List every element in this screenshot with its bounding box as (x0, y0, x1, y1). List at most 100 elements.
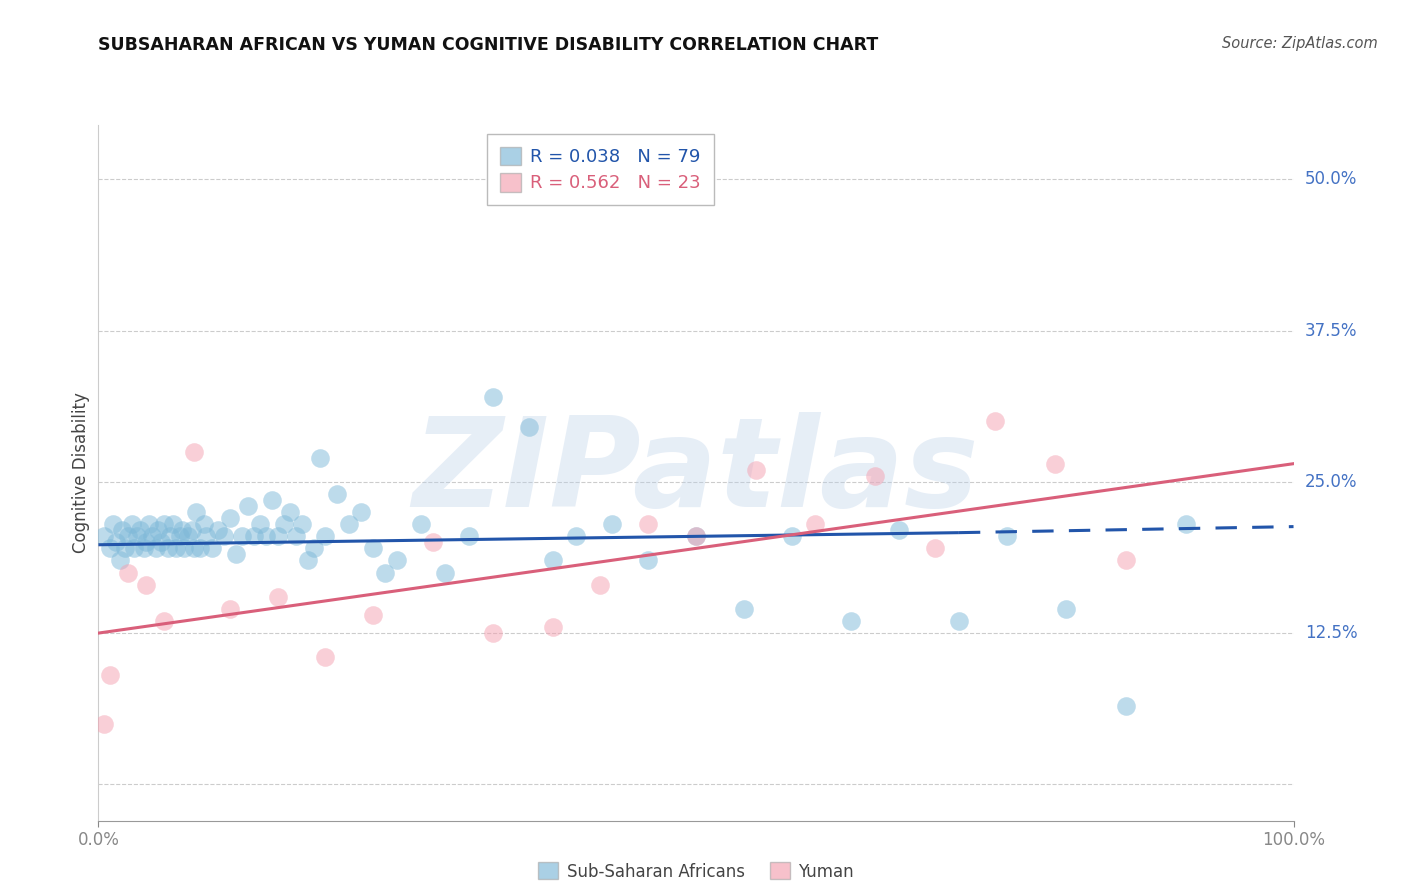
Point (236, 499, 259, 513)
Point (1043, 457, 1066, 471)
Point (124, 541, 146, 556)
Point (219, 511, 242, 525)
Point (433, 566, 456, 580)
Point (278, 505, 301, 519)
Point (183, 541, 205, 556)
Point (308, 450, 330, 465)
Point (165, 541, 187, 556)
Point (132, 541, 155, 556)
Point (231, 529, 253, 543)
Point (180, 523, 202, 537)
Point (1115, 553, 1137, 567)
Point (924, 541, 946, 556)
Point (173, 541, 195, 556)
Point (98, 541, 122, 556)
Point (273, 517, 295, 532)
Point (141, 529, 163, 543)
Text: ZIPatlas: ZIPatlas (413, 412, 979, 533)
Point (374, 566, 396, 580)
Point (121, 517, 143, 532)
Point (685, 529, 707, 543)
Point (481, 626, 505, 640)
Point (804, 517, 827, 532)
Point (183, 444, 205, 458)
Point (983, 414, 1005, 428)
Point (1175, 517, 1198, 532)
Point (889, 523, 911, 537)
Point (212, 529, 235, 543)
Point (117, 566, 139, 580)
Point (363, 541, 385, 556)
Point (93, 716, 115, 731)
Text: 50.0%: 50.0% (1305, 170, 1357, 188)
Point (135, 535, 157, 549)
Point (108, 553, 131, 567)
Point (193, 517, 215, 532)
Point (326, 487, 349, 501)
Point (135, 577, 157, 591)
Point (207, 523, 229, 537)
Point (267, 529, 290, 543)
Point (162, 517, 184, 532)
Point (156, 541, 179, 556)
Point (995, 529, 1018, 543)
Point (201, 541, 224, 556)
Point (243, 529, 266, 543)
Point (481, 390, 505, 404)
Text: 37.5%: 37.5% (1305, 322, 1357, 340)
Point (148, 523, 170, 537)
Point (411, 517, 433, 532)
Point (249, 517, 271, 532)
Point (267, 590, 290, 604)
Point (219, 602, 242, 616)
Point (780, 529, 803, 543)
Point (117, 529, 139, 543)
Point (177, 529, 200, 543)
Point (541, 620, 564, 634)
Legend: Sub-Saharan Africans, Yuman: Sub-Saharan Africans, Yuman (530, 854, 862, 888)
Point (297, 553, 319, 567)
Text: SUBSAHARAN AFRICAN VS YUMAN COGNITIVE DISABILITY CORRELATION CHART: SUBSAHARAN AFRICAN VS YUMAN COGNITIVE DI… (98, 36, 879, 54)
Point (98, 668, 122, 682)
Point (145, 541, 167, 556)
Point (337, 517, 360, 532)
Point (637, 517, 659, 532)
Point (385, 553, 409, 567)
Point (733, 602, 755, 616)
Point (541, 553, 564, 567)
Point (169, 529, 191, 543)
Point (517, 420, 540, 434)
Point (315, 529, 337, 543)
Text: 25.0%: 25.0% (1305, 473, 1357, 491)
Point (637, 553, 659, 567)
Point (284, 529, 307, 543)
Point (172, 523, 194, 537)
Point (105, 535, 128, 549)
Text: 12.5%: 12.5% (1305, 624, 1357, 642)
Point (254, 529, 277, 543)
Point (129, 523, 152, 537)
Point (125, 529, 148, 543)
Point (153, 614, 176, 628)
Text: Source: ZipAtlas.com: Source: ZipAtlas.com (1222, 36, 1378, 51)
Point (1115, 698, 1137, 713)
Point (589, 577, 612, 591)
Point (114, 541, 136, 556)
Point (422, 535, 444, 549)
Point (565, 529, 588, 543)
Point (111, 523, 134, 537)
Point (149, 535, 172, 549)
Point (458, 529, 481, 543)
Point (159, 529, 181, 543)
Point (302, 541, 325, 556)
Point (685, 529, 707, 543)
Point (863, 468, 886, 483)
Point (948, 614, 970, 628)
Point (290, 517, 312, 532)
Point (839, 614, 862, 628)
Point (745, 463, 768, 477)
Point (101, 517, 124, 532)
Point (350, 505, 373, 519)
Point (138, 517, 160, 532)
Point (260, 493, 283, 508)
